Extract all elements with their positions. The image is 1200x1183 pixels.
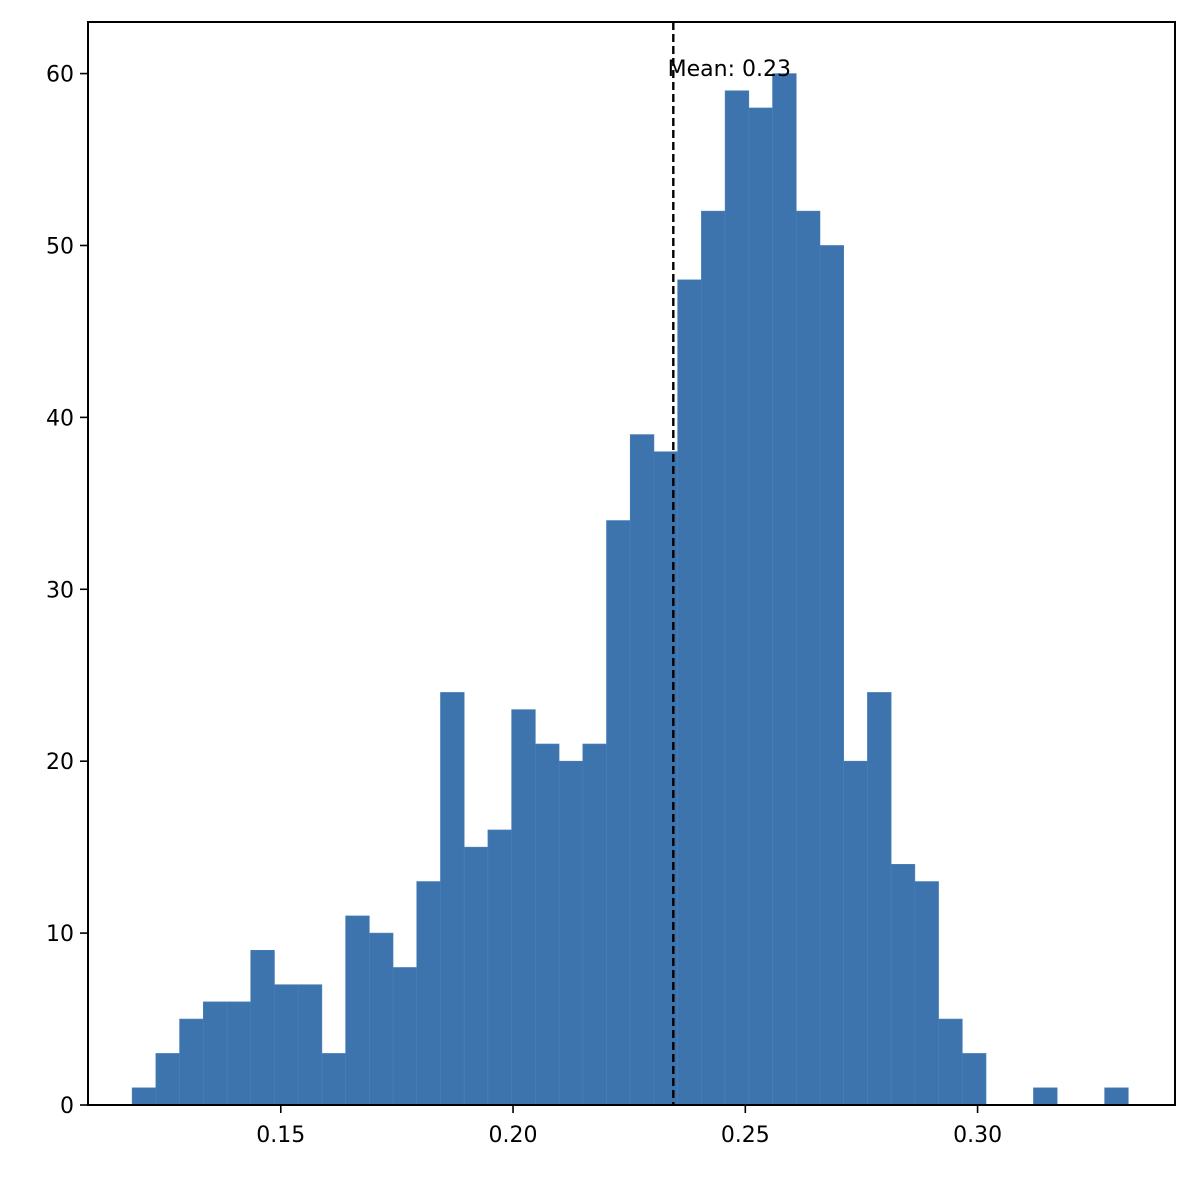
histogram-bar <box>321 1053 346 1106</box>
histogram-bar <box>914 881 939 1106</box>
histogram-bar <box>724 90 750 1106</box>
histogram-bar <box>345 915 370 1106</box>
histogram-bar <box>1033 1087 1058 1106</box>
histogram-bar <box>179 1018 204 1106</box>
histogram-bar <box>226 1001 252 1106</box>
y-tick-label: 10 <box>46 922 74 947</box>
histogram-bar <box>795 210 821 1106</box>
mean-marker: Mean: 0.23 <box>668 22 791 1105</box>
histogram-bar <box>463 846 489 1106</box>
histogram-bar <box>131 1087 157 1106</box>
x-tick-label: 0.25 <box>721 1123 770 1148</box>
mean-label: Mean: 0.23 <box>668 57 791 82</box>
histogram-bar <box>392 967 418 1106</box>
histogram-bar <box>772 73 797 1106</box>
axes-frame <box>87 21 1176 1106</box>
histogram-bar <box>369 932 394 1106</box>
histogram-bar <box>961 1053 987 1106</box>
histogram-bar <box>819 245 844 1106</box>
y-tick-label: 20 <box>46 750 74 775</box>
histogram-bar <box>558 760 584 1106</box>
histogram-bar <box>202 1001 228 1106</box>
histogram-bar <box>274 984 299 1106</box>
histogram-bars <box>131 73 1129 1106</box>
y-tick-label: 40 <box>46 406 74 431</box>
histogram-bar <box>416 881 441 1106</box>
x-tick-label: 0.30 <box>953 1123 1002 1148</box>
histogram-bar <box>748 107 773 1106</box>
histogram-bar <box>250 949 275 1106</box>
x-tick-label: 0.15 <box>256 1123 305 1148</box>
histogram-bar <box>867 692 892 1106</box>
histogram-bar <box>677 279 702 1106</box>
histogram-bar <box>535 743 560 1106</box>
x-tick-label: 0.20 <box>489 1123 538 1148</box>
x-axis: 0.15 0.20 0.25 0.30 <box>256 1105 1002 1148</box>
y-tick-label: 0 <box>60 1094 74 1119</box>
y-tick-label: 50 <box>46 234 74 259</box>
histogram-bar <box>843 760 868 1106</box>
histogram-bar <box>606 520 631 1106</box>
histogram-bar <box>487 829 512 1106</box>
histogram-bar <box>511 709 536 1106</box>
histogram-bar <box>629 434 655 1106</box>
histogram-bar <box>701 210 726 1106</box>
histogram-bar <box>938 1018 963 1106</box>
y-tick-label: 30 <box>46 578 74 603</box>
histogram-bar <box>297 984 323 1106</box>
histogram-bar <box>1104 1087 1129 1106</box>
histogram-bar <box>155 1053 180 1106</box>
y-tick-label: 60 <box>46 63 74 88</box>
histogram-bar <box>582 743 607 1106</box>
y-axis: 0 10 20 30 40 50 60 <box>46 63 88 1119</box>
histogram-bar <box>440 692 465 1106</box>
histogram-bar <box>890 864 916 1106</box>
